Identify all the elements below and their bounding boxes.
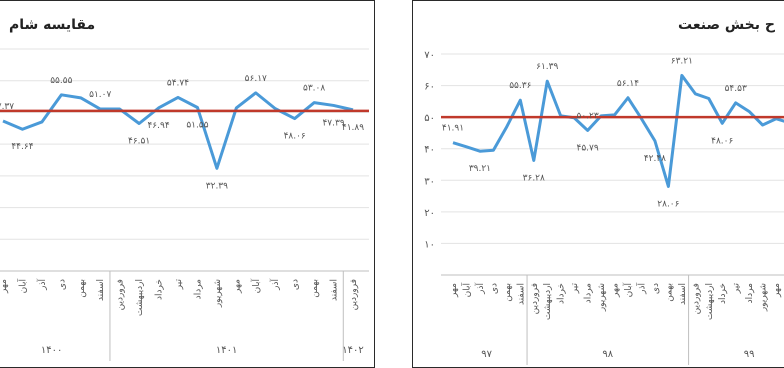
x-tick-label: مهر <box>772 283 782 298</box>
x-tick-label: اسفند <box>96 279 106 301</box>
x-tick-label: آذر <box>36 279 48 291</box>
x-tick-label: آبان <box>622 283 634 298</box>
x-tick-label: مرداد <box>584 283 594 303</box>
x-tick-label: آبان <box>250 279 262 294</box>
x-tick-label: بهمن <box>503 283 513 302</box>
series-line <box>2 91 354 170</box>
y-tick-label: ۷۰ <box>424 50 435 61</box>
x-tick-label: فروردین <box>349 279 359 310</box>
x-tick-label: بهمن <box>664 283 674 302</box>
data-label: ۵۵.۵۵ <box>50 76 72 86</box>
data-label: ۴۱.۹۱ <box>442 124 464 134</box>
data-label: ۴۵.۷۹ <box>577 143 599 153</box>
data-label: ۵۳.۰۸ <box>303 84 325 94</box>
x-tick-label: شهریور <box>759 283 769 312</box>
x-tick-label: فروردین <box>691 283 701 314</box>
x-tick-label: خرداد <box>155 279 165 300</box>
x-tick-label: اسفند <box>330 279 340 301</box>
x-tick-label: اردیبهشت <box>135 279 145 316</box>
x-tick-label: بهمن <box>77 279 87 298</box>
data-label: ۵۰.۲۳ <box>577 111 599 121</box>
x-tick-label: مرداد <box>193 279 203 299</box>
x-tick-label: بهمن <box>310 279 320 298</box>
y-tick-label: ۱۰ <box>424 239 435 250</box>
x-tick-label: مهر <box>449 283 459 298</box>
x-tick-label: فروردین <box>530 283 540 314</box>
x-tick-label: دی <box>651 283 661 294</box>
data-label: ۴۱.۸۹ <box>342 123 364 133</box>
x-tick-label: اردیبهشت <box>705 283 715 320</box>
year-label: ۹۹ <box>744 349 755 360</box>
x-tick-label: فروردین <box>116 279 126 310</box>
x-tick-label: آذر <box>269 279 281 291</box>
x-tick-label: آبان <box>16 279 28 294</box>
x-tick-label: شهریور <box>597 283 607 312</box>
data-label: ۶۳.۲۱ <box>671 56 693 66</box>
chart-plot-area: مهر آبان آذر دی بهمن اسفند فروردین اردیبهشت خردا… <box>0 48 369 361</box>
y-tick-label: ۵۰ <box>424 113 435 124</box>
data-label: ۵۶.۱۷ <box>245 74 267 84</box>
x-tick-label: دی <box>489 283 499 294</box>
data-label: ۳۹.۲۱ <box>469 164 491 174</box>
x-tick-label: دی <box>291 279 301 290</box>
data-label: ۴۷.۳۷ <box>0 102 14 112</box>
x-tick-label: اسفند <box>678 283 688 305</box>
x-tick-label: اردیبهشت <box>543 283 553 320</box>
x-tick-label: شهریور <box>213 279 223 308</box>
y-tick-label: ۴۰ <box>424 145 435 156</box>
chart-title: مقایسه شام <box>9 17 96 33</box>
year-label: ۱۴۰۰ <box>41 345 62 356</box>
x-tick-label: خرداد <box>557 283 567 304</box>
x-tick-label: مهر <box>0 279 9 294</box>
data-label: ۴۶.۹۴ <box>147 121 169 131</box>
y-tick-label: ۶۰ <box>424 82 435 93</box>
x-tick-label: دی <box>57 279 67 290</box>
data-label: ۵۴.۵۳ <box>725 84 747 94</box>
x-tick-label: آبان <box>460 283 472 298</box>
data-label: ۳۶.۲۸ <box>523 173 545 183</box>
x-tick-label: مهر <box>232 279 242 294</box>
data-label: ۴۸.۰۶ <box>711 136 733 146</box>
data-label: ۵۴.۷۴ <box>167 78 189 88</box>
data-label: ۴۶.۵۱ <box>128 136 150 146</box>
y-tick-label: ۲۰ <box>424 208 435 219</box>
x-tick-label: خرداد <box>718 283 728 304</box>
x-tick-label: تیر <box>570 283 580 295</box>
x-tick-label: اسفند <box>516 283 526 305</box>
year-label: ۹۸ <box>602 349 613 360</box>
data-label: ۲۸.۰۶ <box>657 199 679 209</box>
chart-title: ح بخش صنعت <box>678 17 775 33</box>
comparison-chart-panel: مقایسه شام مهر آبان آذر دی بهمن اسفند فروردین ا… <box>0 0 375 368</box>
data-label: ۴۲.۴۸ <box>644 154 666 164</box>
x-tick-label: تیر <box>732 283 742 295</box>
data-label: ۵۵.۳۶ <box>509 81 531 91</box>
data-label: ۴۸.۰۶ <box>284 132 306 142</box>
data-label: ۵۶.۱۴ <box>617 79 639 89</box>
data-label: ۳۲.۳۹ <box>206 181 228 191</box>
x-tick-label: آذر <box>635 283 647 295</box>
data-label: ۶۱.۳۹ <box>536 62 558 72</box>
year-label: ۱۴۰۱ <box>216 345 237 356</box>
year-label: ۱۴۰۲ <box>342 345 363 356</box>
data-label: ۵۱.۵۵ <box>186 121 208 131</box>
x-tick-label: آذر <box>474 283 486 295</box>
x-tick-label: تیر <box>174 279 184 291</box>
data-label: ۵۱.۰۷ <box>89 90 111 100</box>
x-tick-label: مهر <box>611 283 621 298</box>
data-label: ۴۷.۳۹ <box>322 118 344 128</box>
y-tick-label: ۳۰ <box>424 176 435 187</box>
year-label: ۹۷ <box>481 349 492 360</box>
x-tick-label: مرداد <box>745 283 755 303</box>
industry-chart-panel: ح بخش صنعت ۱۰ ۲۰ ۳۰ ۴۰ ۵۰ ۶۰ ۷۰ مهر آبان آذر دی بهم… <box>412 0 784 368</box>
data-label: ۴۴.۶۴ <box>11 142 33 152</box>
